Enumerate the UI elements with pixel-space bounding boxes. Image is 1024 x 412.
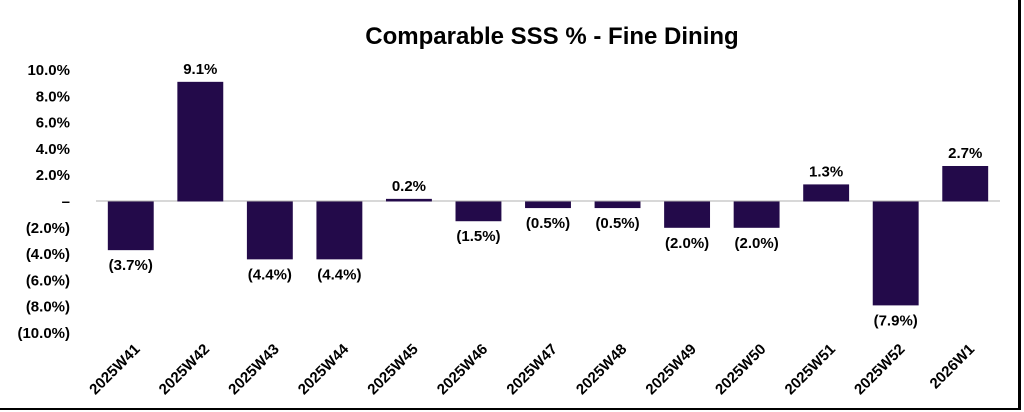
x-tick-label-2025W51: 2025W51 [782, 341, 839, 398]
x-tick-label-2025W44: 2025W44 [295, 340, 353, 398]
bar-2025W44 [316, 201, 363, 260]
y-tick-label: 4.0% [36, 141, 70, 158]
data-labels: (3.7%) 9.1% (4.4%) (4.4%) 0.2% (1.5%) (0.5%) (0… [109, 61, 983, 330]
data-label-2025W47: (0.5%) [526, 215, 570, 232]
data-label-2025W42: 9.1% [183, 61, 217, 78]
y-tick-label: 2.0% [36, 167, 70, 184]
x-tick-label-2025W47: 2025W47 [503, 341, 560, 398]
y-tick-label: 8.0% [36, 88, 70, 105]
bar-2025W48 [594, 201, 641, 209]
bar-2025W49 [664, 201, 711, 228]
x-tick-label-2025W45: 2025W45 [364, 341, 421, 398]
bar-2025W45 [385, 198, 432, 202]
bar-2025W51 [803, 184, 850, 202]
data-label-2025W43: (4.4%) [248, 266, 292, 283]
x-tick-label-2025W52: 2025W52 [851, 341, 908, 398]
y-tick-label: – [62, 194, 70, 211]
x-tick-label-2025W41: 2025W41 [86, 341, 143, 398]
x-tick-label-2025W49: 2025W49 [642, 341, 699, 398]
x-axis: 2025W41 2025W42 2025W43 2025W44 2025W45 2025W… [86, 340, 978, 398]
data-label-2025W49: (2.0%) [665, 235, 709, 252]
y-axis: 10.0% 8.0% 6.0% 4.0% 2.0% – (2.0%) (4.0%) (6.0%)… [17, 62, 70, 342]
data-label-2025W51: 1.3% [809, 163, 843, 180]
y-tick-label: (8.0%) [26, 299, 70, 316]
x-tick-label-2025W46: 2025W46 [434, 341, 491, 398]
y-tick-label: 10.0% [27, 62, 70, 79]
x-tick-label-2025W42: 2025W42 [156, 341, 213, 398]
y-tick-label: (10.0%) [17, 325, 70, 342]
data-label-2025W45: 0.2% [392, 178, 426, 195]
data-label-2025W46: (1.5%) [456, 228, 500, 245]
bar-2026W1 [942, 165, 989, 202]
data-label-2025W52: (7.9%) [874, 312, 918, 329]
bar-2025W47 [525, 201, 571, 209]
y-tick-label: (6.0%) [26, 272, 70, 289]
bars [107, 81, 989, 306]
y-tick-label: (2.0%) [26, 220, 70, 237]
bar-2025W46 [455, 201, 502, 222]
data-label-2025W44: (4.4%) [317, 266, 361, 283]
y-tick-label: (4.0%) [26, 246, 70, 263]
bar-2025W43 [246, 201, 293, 260]
bar-2025W52 [872, 201, 919, 306]
chart-title: Comparable SSS % - Fine Dining [365, 23, 738, 50]
bar-2025W42 [177, 81, 224, 202]
y-tick-label: 6.0% [36, 115, 70, 132]
bar-2025W41 [107, 201, 154, 251]
data-label-2025W50: (2.0%) [735, 235, 779, 252]
x-tick-label-2026W1: 2026W1 [927, 341, 979, 393]
x-tick-label-2025W43: 2025W43 [225, 341, 282, 398]
data-label-2025W41: (3.7%) [109, 257, 153, 274]
x-tick-label-2025W50: 2025W50 [712, 341, 769, 398]
data-label-2025W48: (0.5%) [595, 215, 639, 232]
x-tick-label-2025W48: 2025W48 [573, 341, 630, 398]
bar-2025W50 [733, 201, 780, 228]
data-label-2026W1: 2.7% [948, 145, 982, 162]
